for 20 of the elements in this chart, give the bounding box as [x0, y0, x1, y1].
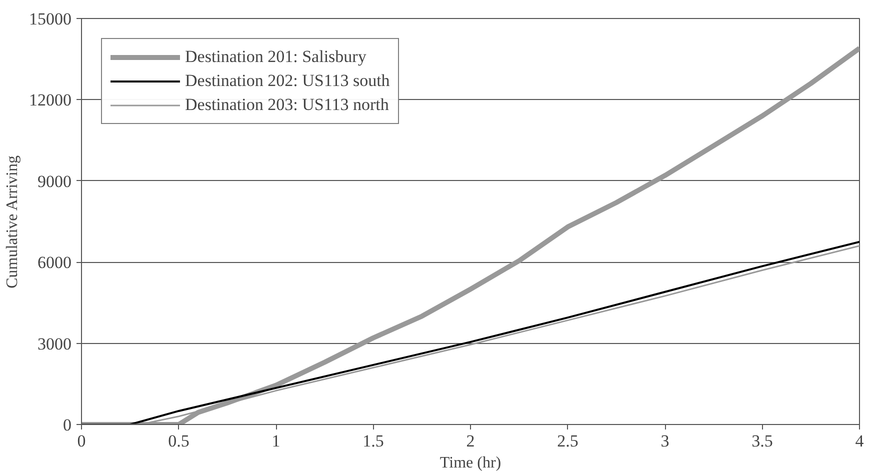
- x-tick-label: 0: [77, 432, 86, 450]
- x-tick-label: 3.5: [752, 432, 773, 450]
- x-tick-label: 2.5: [557, 432, 578, 450]
- x-tick-label: 1: [272, 432, 280, 450]
- x-tick-label: 4: [855, 432, 864, 450]
- x-tick-label: 2: [466, 432, 475, 450]
- legend-label: Destination 202: US113 south: [185, 71, 390, 91]
- y-tick-label: 15000: [29, 10, 72, 28]
- x-tick-label: 3: [660, 432, 670, 450]
- legend-label: Destination 203: US113 north: [185, 95, 389, 115]
- y-tick-label: 9000: [38, 172, 72, 191]
- legend-label: Destination 201: Salisbury: [185, 47, 366, 67]
- y-tick-label: 6000: [38, 253, 72, 272]
- x-tick-label: 0.5: [168, 432, 190, 450]
- y-tick-label: 3000: [38, 334, 72, 354]
- y-axis-title: Cumulative Arriving: [4, 156, 21, 288]
- x-axis-title: Time (hr): [440, 454, 502, 472]
- y-tick-label: 0: [63, 416, 72, 434]
- x-tick-label: 1.5: [362, 432, 384, 450]
- y-tick-label: 12000: [29, 90, 72, 110]
